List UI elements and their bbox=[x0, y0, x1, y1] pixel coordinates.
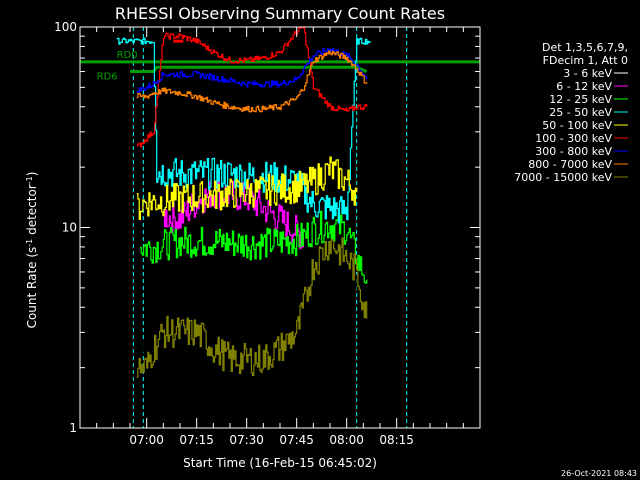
x-axis-label: Start Time (16-Feb-15 06:45:02) bbox=[183, 456, 377, 470]
legend-label-6: 300 - 800 keV bbox=[535, 145, 612, 158]
series-line-1 bbox=[163, 180, 304, 250]
legend-label-3: 25 - 50 keV bbox=[549, 106, 612, 119]
legend-label-0: 3 - 6 keV bbox=[563, 67, 612, 80]
y-tick-label-0: 1 bbox=[69, 421, 77, 435]
series-line-3 bbox=[116, 37, 371, 224]
series-line-2 bbox=[140, 210, 368, 284]
legend-label-8: 7000 - 15000 keV bbox=[514, 171, 612, 184]
y-tick-label-1: 10 bbox=[62, 221, 77, 235]
plot-area: RD0 RD6 bbox=[80, 26, 480, 428]
rd6-label: RD6 bbox=[97, 71, 118, 82]
series-line-7 bbox=[136, 50, 368, 113]
legend-label-2: 12 - 25 keV bbox=[549, 93, 612, 106]
rd0-label: RD0 bbox=[117, 50, 138, 61]
series-line-0 bbox=[136, 195, 371, 368]
footer-date: 26-Oct-2021 08:43 bbox=[561, 469, 637, 478]
x-tick-label-3: 07:45 bbox=[279, 433, 314, 447]
legend-label-5: 100 - 300 keV bbox=[535, 132, 612, 145]
x-tick-label-5: 08:15 bbox=[379, 433, 414, 447]
series-line-4 bbox=[136, 156, 358, 220]
legend-header-line-2: FDecim 1, Att 0 bbox=[543, 54, 628, 67]
x-tick-label-4: 08:00 bbox=[329, 433, 364, 447]
series-line-6 bbox=[136, 48, 368, 94]
series-line-5 bbox=[136, 26, 368, 148]
legend-label-1: 6 - 12 keV bbox=[556, 80, 612, 93]
legend-label-7: 800 - 7000 keV bbox=[528, 158, 612, 171]
legend-label-4: 50 - 100 keV bbox=[542, 119, 612, 132]
x-tick-label-1: 07:15 bbox=[179, 433, 214, 447]
x-tick-label-0: 07:00 bbox=[129, 433, 164, 447]
legend: Det 1,3,5,6,7,9, FDecim 1, Att 0 3 - 6 k… bbox=[514, 41, 628, 184]
rd-bar-rd6 bbox=[130, 65, 368, 73]
legend-header-line-1: Det 1,3,5,6,7,9, bbox=[542, 41, 628, 54]
chart-title: RHESSI Observing Summary Count Rates bbox=[115, 4, 445, 23]
y-tick-label-2: 100 bbox=[54, 20, 77, 34]
axes: 1 10 100 07:00 07:15 07:30 07:45 08:00 08:15 bbox=[54, 20, 481, 447]
y-axis-label: Count Rate (s-1 detector-1) bbox=[25, 172, 40, 329]
x-tick-label-2: 07:30 bbox=[229, 433, 264, 447]
series-line-8 bbox=[136, 237, 368, 378]
